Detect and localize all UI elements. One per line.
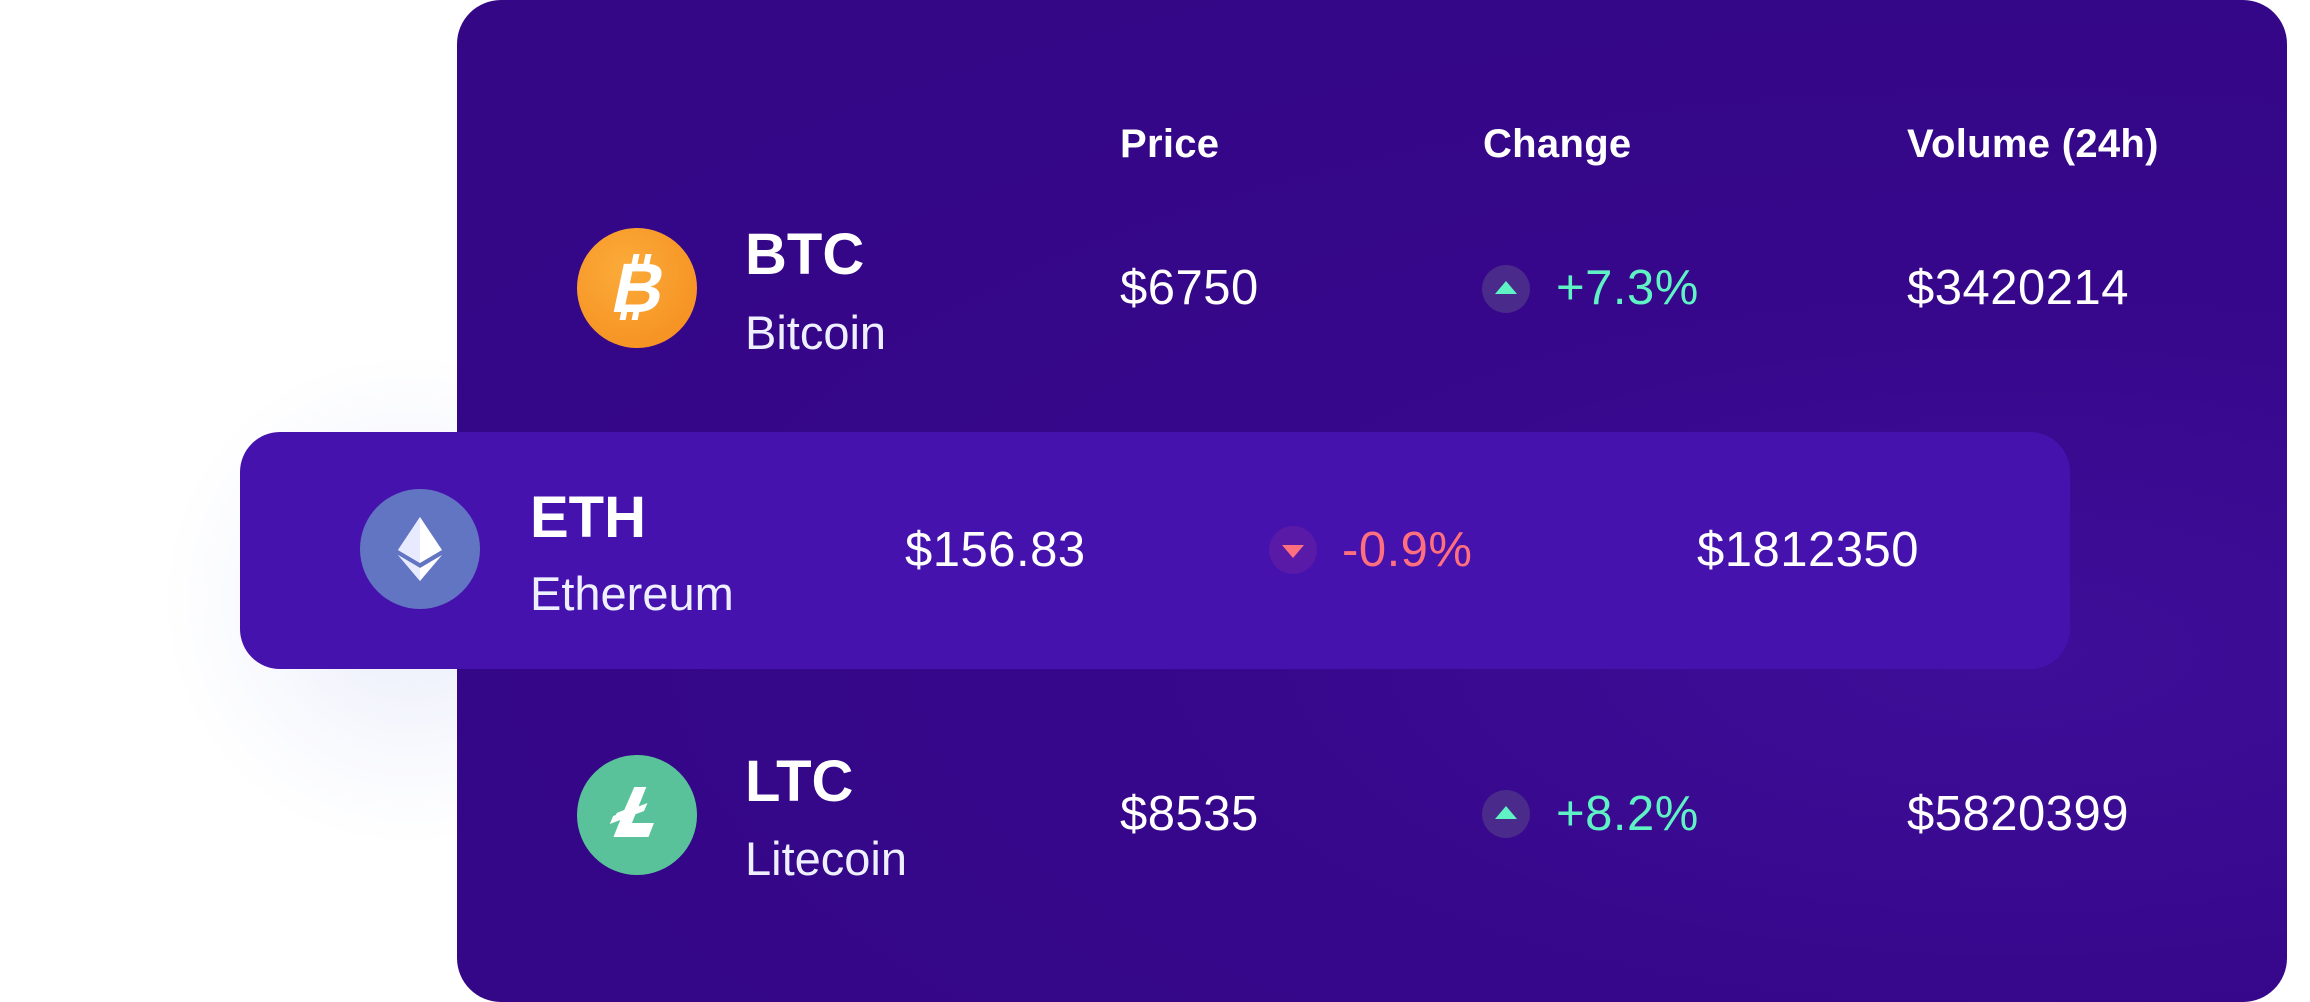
coin-volume: $3420214 (1907, 261, 2130, 315)
arrow-up-icon (1482, 265, 1530, 313)
coin-symbol: BTC (745, 222, 865, 287)
coin-change: -0.9% (1342, 523, 1473, 577)
coin-symbol: LTC (745, 749, 854, 814)
coin-change: +8.2% (1556, 787, 1699, 841)
arrow-up-icon (1482, 790, 1530, 838)
coin-name: Ethereum (530, 567, 734, 620)
header-change: Change (1483, 122, 1632, 166)
coin-change: +7.3% (1556, 261, 1699, 315)
coin-volume: $5820399 (1907, 787, 2130, 841)
coin-name: Litecoin (745, 832, 907, 885)
coin-volume: $1812350 (1697, 523, 1920, 577)
coin-name: Bitcoin (745, 306, 887, 359)
table-row-ltc[interactable]: LTC Litecoin $8535 +8.2% $5820399 (457, 680, 2287, 1002)
litecoin-icon (577, 755, 697, 875)
coin-price: $156.83 (905, 523, 1086, 577)
table-row-btc[interactable]: B BTC Bitcoin $6750 +7.3% $3420214 (457, 0, 2287, 400)
header-volume: Volume (24h) (1907, 122, 2159, 166)
header-price: Price (1120, 122, 1220, 166)
arrow-down-icon (1269, 526, 1317, 574)
ethereum-icon (360, 489, 480, 609)
coin-price: $6750 (1120, 261, 1259, 315)
table-row-eth-highlighted[interactable]: ETH Ethereum $156.83 -0.9% $1812350 (240, 432, 2070, 669)
coin-symbol: ETH (530, 485, 646, 550)
bitcoin-icon: B (577, 228, 697, 348)
coin-price: $8535 (1120, 787, 1259, 841)
